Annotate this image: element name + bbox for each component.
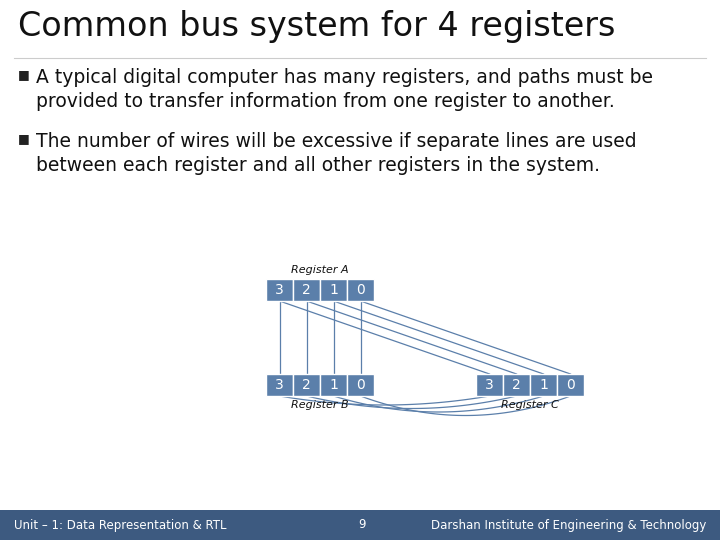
- Text: Register C: Register C: [501, 400, 559, 410]
- Text: 0: 0: [356, 378, 365, 392]
- Text: 3: 3: [275, 378, 284, 392]
- Text: 9: 9: [359, 518, 366, 531]
- Bar: [530, 374, 557, 396]
- Bar: [0, 510, 720, 540]
- Bar: [557, 374, 584, 396]
- Text: Register A: Register A: [291, 265, 348, 275]
- Text: ■: ■: [18, 68, 30, 81]
- Text: 2: 2: [302, 378, 311, 392]
- Text: 2: 2: [512, 378, 521, 392]
- Bar: [266, 374, 293, 396]
- Text: 1: 1: [329, 283, 338, 297]
- Bar: [347, 279, 374, 301]
- Text: provided to transfer information from one register to another.: provided to transfer information from on…: [36, 92, 615, 111]
- Bar: [293, 279, 320, 301]
- Bar: [320, 279, 347, 301]
- Bar: [293, 374, 320, 396]
- Text: 3: 3: [485, 378, 494, 392]
- Text: ■: ■: [18, 132, 30, 145]
- Bar: [476, 374, 503, 396]
- Bar: [320, 374, 347, 396]
- Bar: [347, 374, 374, 396]
- Text: Darshan Institute of Engineering & Technology: Darshan Institute of Engineering & Techn…: [431, 518, 706, 531]
- Text: Unit – 1: Data Representation & RTL: Unit – 1: Data Representation & RTL: [14, 518, 227, 531]
- Text: Common bus system for 4 registers: Common bus system for 4 registers: [18, 10, 616, 43]
- Text: 0: 0: [356, 283, 365, 297]
- Text: A typical digital computer has many registers, and paths must be: A typical digital computer has many regi…: [36, 68, 653, 87]
- Bar: [266, 279, 293, 301]
- Text: between each register and all other registers in the system.: between each register and all other regi…: [36, 156, 600, 175]
- Text: 1: 1: [539, 378, 548, 392]
- Text: 2: 2: [302, 283, 311, 297]
- Text: 0: 0: [566, 378, 575, 392]
- Text: 3: 3: [275, 283, 284, 297]
- Text: Register B: Register B: [291, 400, 348, 410]
- Bar: [503, 374, 530, 396]
- Text: 1: 1: [329, 378, 338, 392]
- Text: The number of wires will be excessive if separate lines are used: The number of wires will be excessive if…: [36, 132, 636, 151]
